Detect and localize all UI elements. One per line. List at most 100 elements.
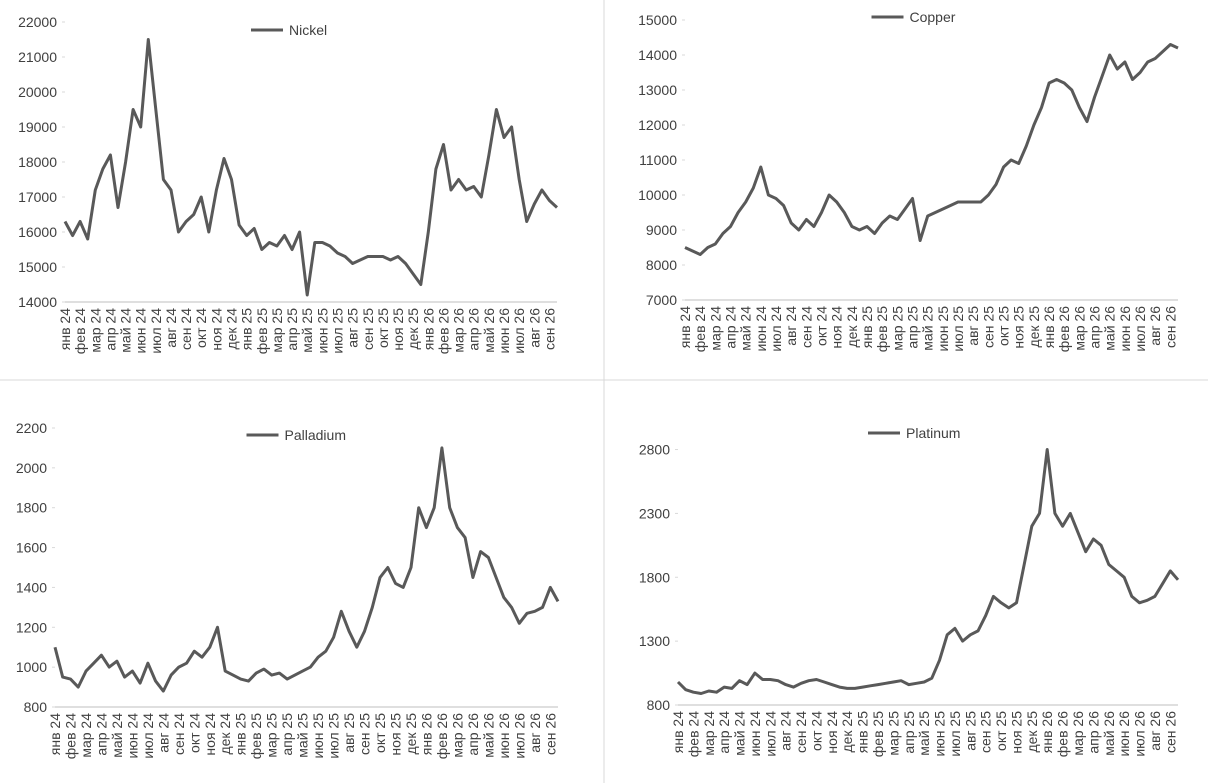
x-tick-label: фев 26 [1055,711,1071,757]
x-tick-label: мар 25 [885,711,901,756]
x-tick-label: июл 24 [768,306,784,352]
series-line [53,446,560,693]
x-tick-label: янв 24 [57,308,73,350]
y-tick-label: 1300 [639,633,670,649]
x-tick-label: фев 24 [62,713,78,759]
y-tick-label: 14000 [18,294,57,310]
x-tick-label: ноя 24 [824,711,840,754]
x-tick-label: июл 26 [511,308,527,354]
x-tick-label: июн 25 [935,306,951,352]
y-tick-label: 9000 [646,222,677,238]
x-tick-label: фев 26 [434,713,450,759]
x-tick-label: дек 24 [224,308,240,350]
x-tick-label: дек 25 [405,308,421,350]
y-tick-label: 11000 [639,152,677,168]
x-tick-label: сен 26 [1162,306,1178,348]
x-tick-label: окт 25 [996,306,1012,346]
x-tick-label: сен 25 [357,713,373,755]
y-tick-label: 17000 [18,189,57,205]
x-tick-label: мар 24 [87,308,103,353]
x-tick-label: авг 24 [155,713,171,753]
x-tick-label: июл 26 [1132,711,1148,757]
x-tick-label: сен 26 [1162,711,1178,753]
y-tick-label: 15000 [18,259,57,275]
x-tick-label: июл 24 [762,711,778,757]
x-tick-label: июн 26 [1117,306,1133,352]
x-tick-label: май 26 [1102,306,1118,351]
y-tick-label: 2800 [639,442,670,458]
y-tick-label: 2200 [16,420,47,436]
x-tick-label: сен 24 [171,713,187,755]
x-tick-label: апр 25 [284,308,300,351]
x-tick-label: янв 25 [239,308,255,350]
x-tick-label: мар 25 [269,308,285,353]
x-tick-label: сен 24 [793,711,809,753]
x-tick-label: фев 25 [874,306,890,352]
x-tick-label: фев 24 [692,306,708,352]
x-tick-label: ноя 24 [202,713,218,756]
x-tick-label: мар 26 [1071,306,1087,351]
legend: Platinum [868,425,960,441]
x-tick-label: сен 24 [178,308,194,350]
x-tick-label: мар 26 [451,308,467,353]
x-tick-label: фев 25 [248,713,264,759]
x-tick-label: июн 24 [753,306,769,352]
y-tick-label: 8000 [646,257,677,273]
y-tick-label: 20000 [18,84,57,100]
x-tick-label: мар 24 [78,713,94,758]
x-tick-label: май 25 [295,713,311,758]
series-line [676,448,1180,695]
x-tick-label: дек 24 [839,711,855,753]
x-tick-label: окт 25 [372,713,388,753]
x-tick-label: июн 25 [932,711,948,757]
x-tick-label: июн 24 [133,308,149,354]
x-tick-label: апр 26 [466,308,482,351]
x-tick-label: май 24 [118,308,134,353]
x-tick-label: янв 26 [420,308,436,350]
legend: Palladium [246,427,346,443]
x-tick-label: июл 26 [511,713,527,759]
x-tick-label: июл 24 [140,713,156,759]
x-tick-label: дек 25 [403,713,419,755]
x-tick-label: июл 25 [326,713,342,759]
x-tick-label: ноя 24 [829,306,845,349]
legend-label: Palladium [285,427,346,443]
y-tick-label: 19000 [18,119,57,135]
x-tick-label: ноя 25 [1008,711,1024,754]
x-tick-label: авг 24 [778,711,794,751]
x-tick-label: авг 26 [1147,711,1163,751]
y-tick-label: 18000 [18,154,57,170]
x-tick-label: фев 26 [1056,306,1072,352]
y-tick-label: 21000 [18,49,57,65]
x-tick-label: дек 25 [1026,306,1042,348]
legend-label: Copper [910,9,956,25]
x-tick-label: июн 24 [124,713,140,759]
x-tick-label: авг 24 [783,306,799,346]
x-tick-label: июн 24 [747,711,763,757]
x-tick-label: май 26 [480,713,496,758]
x-tick-label: окт 24 [193,308,209,348]
x-tick-label: авг 25 [341,713,357,753]
chart: 14000 15000 16000 17000 18000 19000 20000 21000… [18,14,559,354]
x-tick-label: янв 25 [233,713,249,755]
x-tick-label: мар 24 [707,306,723,351]
x-tick-label: апр 24 [723,306,739,349]
y-tick-label: 22000 [18,14,57,30]
y-tick-label: 1400 [16,579,47,595]
y-tick-label: 7000 [646,292,677,308]
x-tick-label: июн 25 [310,713,326,759]
x-tick-label: окт 24 [186,713,202,753]
legend: Copper [871,9,956,25]
x-tick-label: фев 25 [254,308,270,354]
x-tick-label: ноя 25 [387,713,403,756]
x-tick-label: фев 24 [72,308,88,354]
x-tick-label: сен 25 [360,308,376,350]
x-tick-label: ноя 24 [208,308,224,351]
y-tick-label: 800 [647,697,671,713]
x-tick-label: фев 26 [435,308,451,354]
x-tick-label: мар 25 [264,713,280,758]
y-tick-label: 1000 [16,659,47,675]
y-tick-label: 2000 [16,460,47,476]
